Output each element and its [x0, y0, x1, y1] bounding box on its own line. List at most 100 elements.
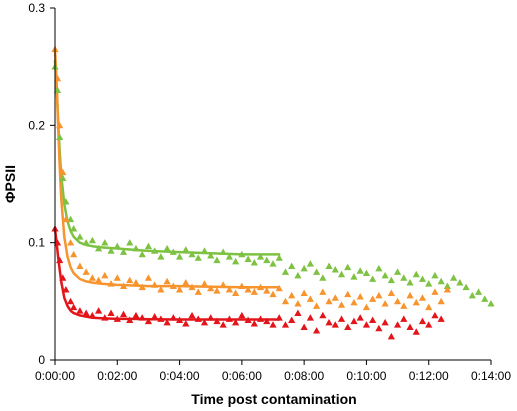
data-point-series-0 — [474, 288, 483, 295]
data-point-series-1 — [412, 298, 420, 306]
data-point-series-2 — [119, 310, 128, 318]
data-point-series-2 — [82, 309, 90, 316]
data-point-series-1 — [119, 282, 128, 289]
data-point-series-0 — [456, 278, 464, 286]
data-point-series-0 — [182, 246, 190, 253]
data-point-series-0 — [66, 215, 75, 223]
axes — [54, 8, 491, 361]
data-point-series-2 — [362, 321, 371, 328]
data-point-series-2 — [288, 316, 296, 323]
data-point-series-0 — [56, 133, 64, 140]
data-point-series-2 — [225, 315, 233, 322]
data-point-series-0 — [95, 244, 103, 252]
data-point-series-2 — [356, 314, 364, 321]
data-point-series-2 — [76, 307, 84, 314]
data-point-series-1 — [344, 290, 352, 298]
data-point-series-1 — [200, 280, 209, 287]
x-tick-label: 0:00:00 — [35, 369, 75, 383]
data-point-series-1 — [381, 300, 389, 307]
data-point-series-0 — [306, 260, 314, 267]
data-point-series-0 — [101, 239, 109, 246]
data-point-series-0 — [163, 244, 171, 252]
data-point-series-2 — [182, 320, 190, 327]
data-point-series-0 — [213, 256, 221, 264]
data-point-series-2 — [431, 311, 439, 319]
x-tick-label: 0:02:00 — [97, 369, 137, 383]
data-point-series-0 — [337, 270, 346, 278]
plot-background — [55, 8, 491, 360]
data-point-series-2 — [300, 323, 308, 331]
data-point-series-1 — [431, 288, 439, 295]
data-point-series-2 — [306, 314, 314, 321]
data-point-series-0 — [344, 263, 352, 271]
data-point-series-1 — [437, 297, 445, 305]
data-point-series-0 — [313, 268, 321, 275]
data-point-series-0 — [151, 247, 159, 254]
data-point-series-0 — [144, 242, 153, 250]
data-point-series-0 — [169, 248, 177, 255]
data-point-series-1 — [331, 294, 339, 301]
data-point-series-0 — [194, 254, 202, 261]
data-point-series-2 — [113, 315, 121, 322]
data-point-series-0 — [362, 269, 371, 277]
data-point-series-0 — [175, 253, 184, 260]
data-point-series-0 — [387, 276, 395, 284]
data-point-series-0 — [132, 244, 140, 252]
data-point-series-2 — [319, 311, 327, 319]
data-point-series-2 — [400, 315, 408, 322]
y-tick-label: 0.1 — [28, 236, 45, 250]
data-point-series-1 — [76, 262, 84, 270]
data-point-series-2 — [269, 321, 277, 328]
data-point-series-2 — [393, 321, 402, 328]
data-point-series-0 — [88, 236, 96, 244]
data-point-series-1 — [151, 281, 159, 288]
data-point-series-0 — [53, 86, 62, 94]
plot-area — [55, 8, 491, 360]
data-point-series-1 — [169, 282, 177, 289]
x-tick-label: 0:06:00 — [222, 369, 262, 383]
data-point-series-1 — [418, 294, 427, 301]
data-point-series-1 — [250, 288, 258, 295]
data-point-series-1 — [82, 268, 90, 275]
x-tick-label: 0:04:00 — [160, 369, 200, 383]
data-point-series-1 — [56, 121, 64, 129]
data-point-series-1 — [59, 168, 67, 176]
data-point-series-2 — [375, 324, 383, 332]
data-point-series-2 — [281, 321, 290, 328]
data-point-series-1 — [362, 303, 371, 311]
data-point-series-1 — [256, 283, 265, 291]
data-point-series-1 — [300, 289, 308, 296]
data-point-series-2 — [59, 274, 67, 281]
data-point-series-0 — [113, 242, 121, 250]
data-point-series-1 — [70, 250, 78, 258]
data-point-series-0 — [393, 268, 402, 275]
data-point-series-1 — [132, 278, 140, 286]
data-point-series-1 — [356, 293, 364, 300]
y-axis-ticks: 0 0.1 0.2 0.3 — [28, 1, 55, 367]
data-point-series-1 — [288, 291, 296, 299]
data-point-series-0 — [275, 254, 283, 261]
x-tick-label: 0:10:00 — [346, 369, 386, 383]
data-point-series-0 — [207, 251, 215, 259]
data-point-series-2 — [144, 317, 153, 325]
data-point-series-2 — [107, 309, 115, 316]
data-point-series-1 — [275, 284, 283, 292]
data-point-series-0 — [126, 239, 134, 246]
data-markers — [51, 45, 495, 340]
x-axis-title: Time post contamination — [191, 391, 356, 407]
data-point-series-0 — [157, 253, 165, 260]
data-point-series-1 — [157, 286, 165, 293]
data-point-series-2 — [157, 315, 165, 322]
data-point-series-0 — [431, 271, 439, 279]
data-point-series-0 — [369, 275, 377, 282]
data-point-series-2 — [169, 314, 177, 321]
y-tick-label: 0.3 — [28, 1, 45, 15]
data-point-series-2 — [238, 311, 246, 319]
data-point-series-1 — [337, 301, 346, 308]
data-point-series-2 — [256, 315, 265, 322]
data-point-series-1 — [294, 300, 302, 307]
data-point-series-1 — [425, 303, 433, 311]
data-point-series-2 — [425, 321, 433, 328]
data-point-series-1 — [232, 289, 240, 296]
